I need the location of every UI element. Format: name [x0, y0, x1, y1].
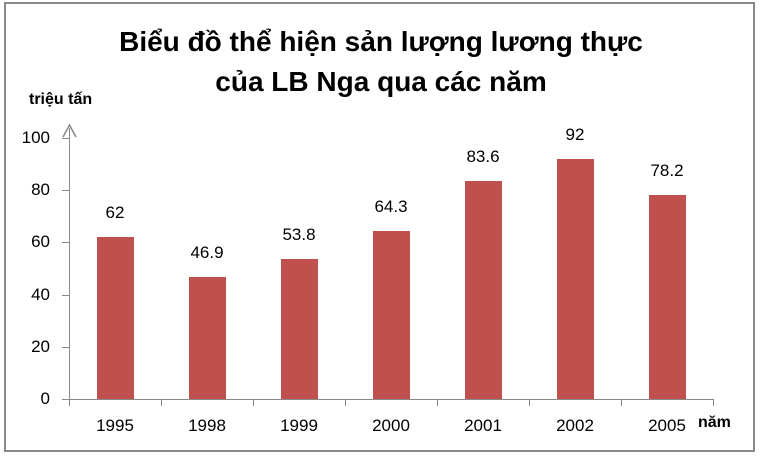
x-tick — [529, 399, 530, 406]
bar-2005 — [648, 194, 686, 399]
bar-1999 — [280, 258, 318, 399]
x-tick-label: 2002 — [556, 416, 594, 435]
y-tick — [62, 346, 69, 348]
x-tick — [69, 399, 70, 406]
y-tick-label: 40 — [31, 284, 50, 304]
y-tick — [62, 294, 69, 296]
bar-2002 — [556, 158, 594, 399]
x-tick-label: 1999 — [280, 416, 318, 435]
data-label: 64.3 — [374, 197, 408, 217]
data-label: 92 — [565, 124, 585, 144]
y-tick-label: 100 — [21, 128, 50, 147]
x-tick-label: 2005 — [648, 416, 686, 435]
y-tick-label: 0 — [40, 389, 50, 408]
x-tick — [437, 399, 438, 406]
bar-1995 — [96, 237, 134, 399]
y-axis-arrow-icon — [62, 124, 77, 138]
y-tick-label: 20 — [31, 336, 50, 356]
data-label: 46.9 — [190, 242, 224, 262]
y-tick — [62, 399, 69, 400]
x-tick — [253, 399, 254, 406]
x-tick-label: 1995 — [96, 416, 134, 435]
bar-1998 — [188, 276, 226, 399]
y-tick — [62, 190, 69, 192]
x-tick-label: 1998 — [188, 416, 226, 435]
x-tick — [621, 399, 622, 406]
y-axis-label: triệu tấn — [29, 91, 93, 108]
chart-title-line-1: Biểu đồ thể hiện sản lượng lương thực — [119, 26, 643, 57]
data-label: 78.2 — [650, 160, 684, 180]
x-tick — [345, 399, 346, 406]
y-axis-line — [69, 128, 70, 400]
y-tick-label: 60 — [31, 232, 50, 252]
x-axis-label: năm — [698, 414, 731, 431]
x-tick-label: 2000 — [372, 416, 410, 435]
y-tick — [62, 138, 69, 139]
data-label: 62 — [105, 203, 125, 223]
x-axis-line — [69, 399, 713, 400]
chart-title-line-2: của LB Nga qua các năm — [215, 66, 547, 97]
bar-2001 — [464, 180, 502, 399]
data-label: 53.8 — [282, 224, 316, 244]
x-tick — [713, 399, 714, 406]
bar-2000 — [372, 231, 410, 399]
data-label: 83.6 — [466, 146, 500, 166]
x-tick — [161, 399, 162, 406]
y-tick-label: 80 — [31, 180, 50, 200]
x-tick-label: 2001 — [464, 416, 502, 435]
y-tick — [62, 242, 69, 244]
